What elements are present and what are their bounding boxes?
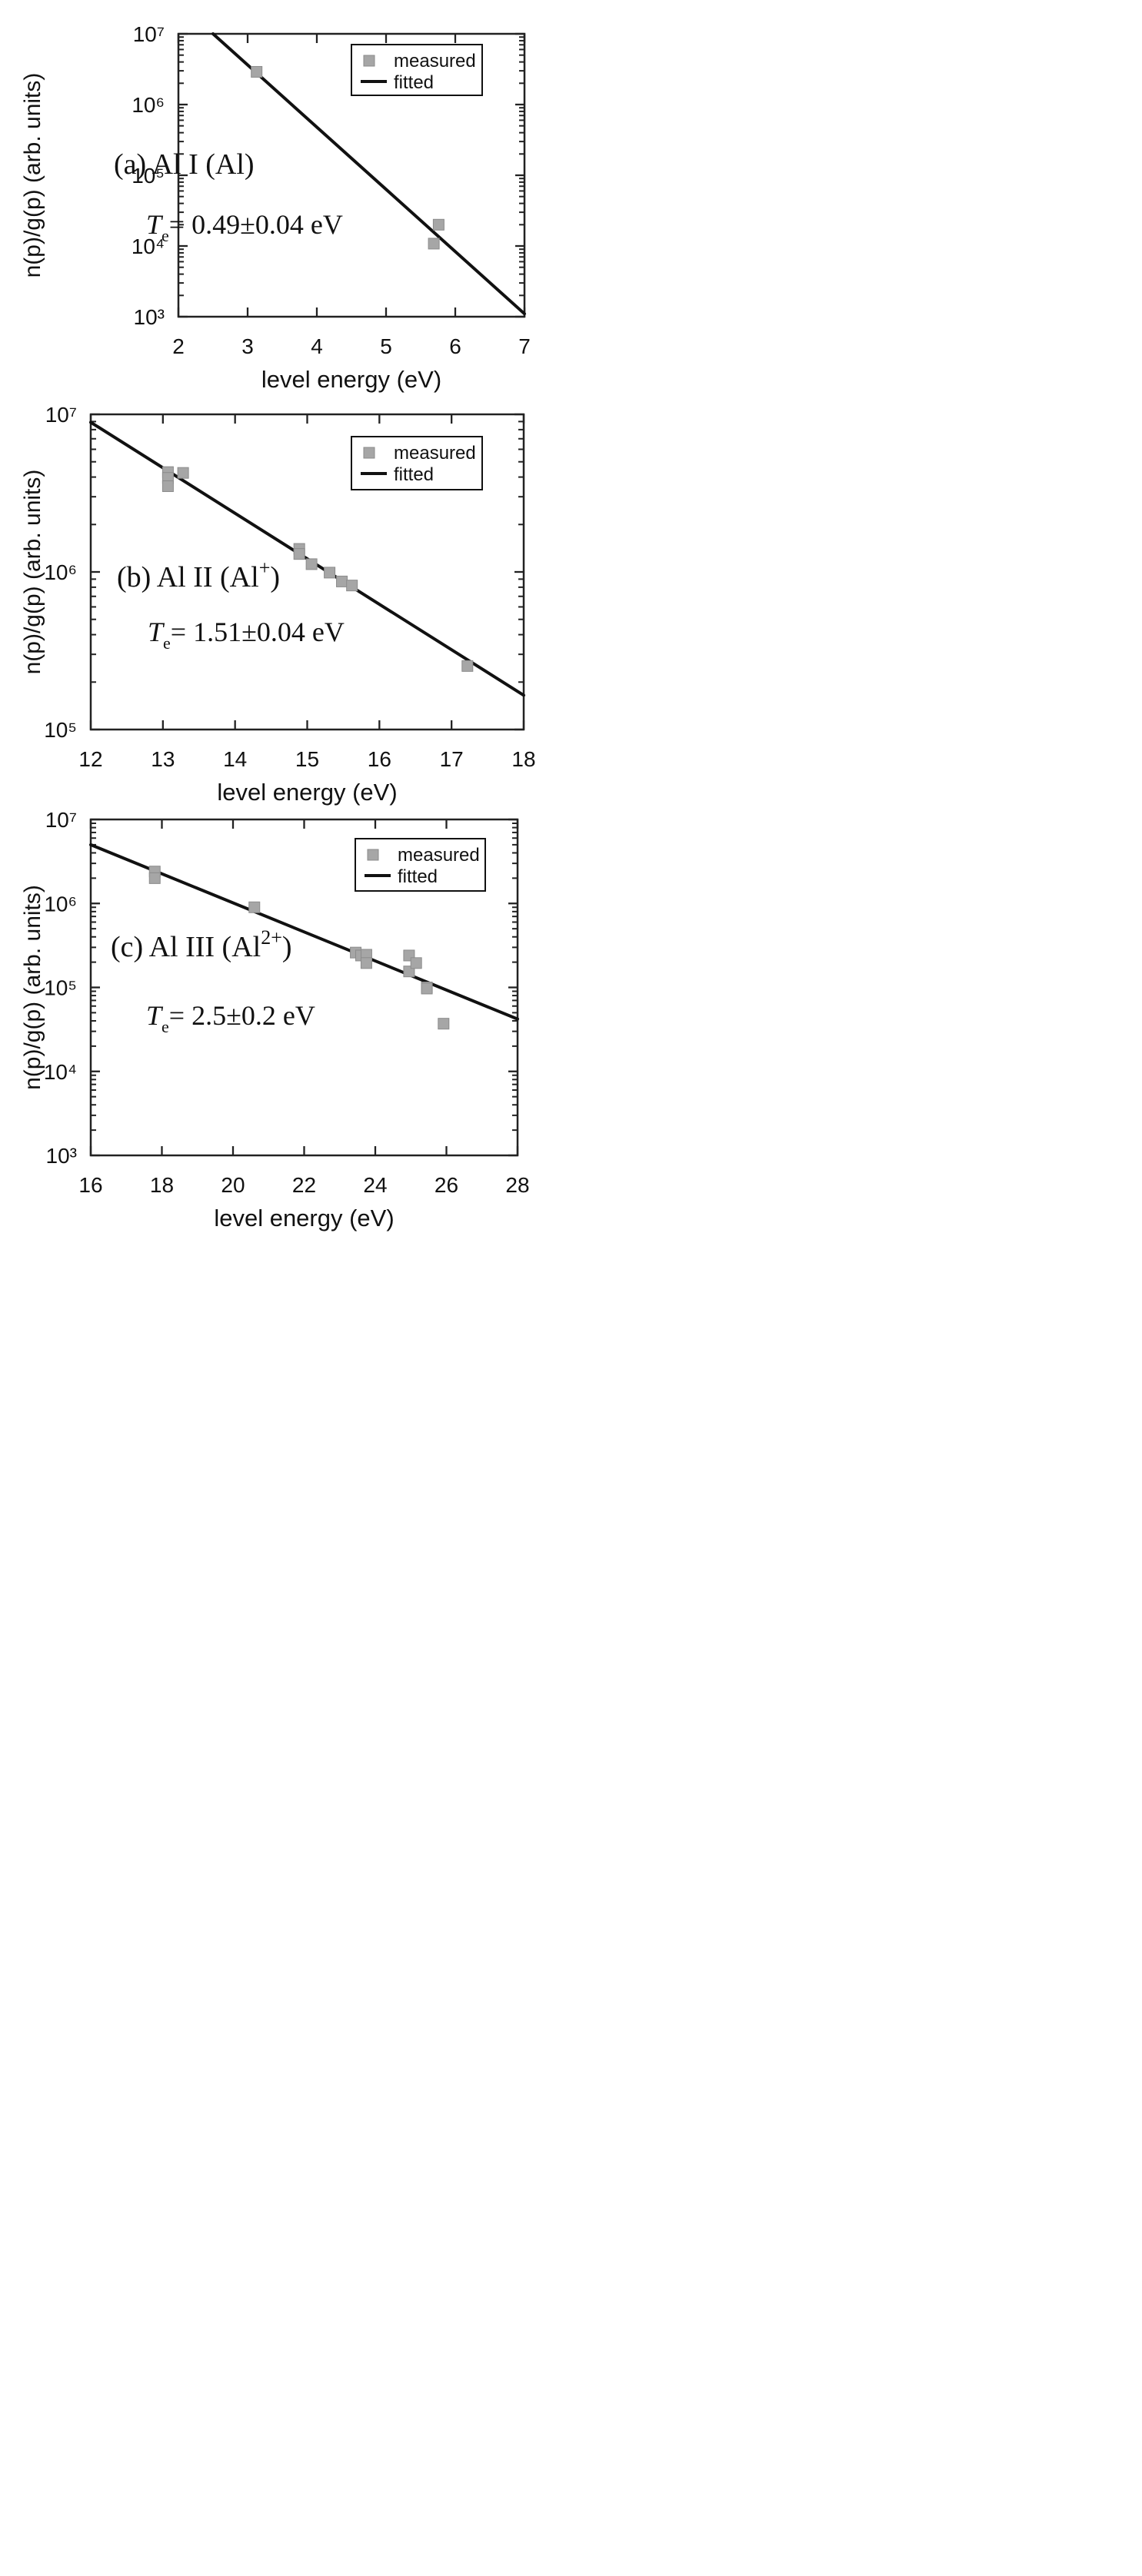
panel-1-x-tick-label-3: 5 bbox=[380, 334, 392, 358]
panel-1-legend-box bbox=[351, 44, 483, 96]
panel-3-measured-point-2 bbox=[248, 901, 261, 913]
panel-2-species-label-superscript: + bbox=[259, 557, 271, 579]
panel-2-x-axis-label: level energy (eV) bbox=[217, 779, 397, 806]
panel-2-x-tick-label-0: 12 bbox=[78, 747, 102, 771]
panel-3-x-tick-label-6: 28 bbox=[505, 1173, 529, 1197]
panel-1-y-tick-label-1: 10⁴ bbox=[132, 234, 165, 258]
panel-3-y-tick-label-0: 10³ bbox=[46, 1144, 77, 1168]
panel-2-legend-label-measured: measured bbox=[394, 443, 476, 464]
panel-3-measured-point-11 bbox=[421, 982, 433, 995]
panel-3-x-tick-label-0: 16 bbox=[78, 1173, 102, 1197]
panel-3-temperature-symbol: T bbox=[146, 1000, 164, 1031]
panel-2-species-label-main: (b) Al II (Al bbox=[117, 561, 259, 593]
panel-3-measured-point-6 bbox=[360, 957, 372, 969]
panel-2-measured-point-2 bbox=[161, 480, 174, 492]
panel-3-x-tick-label-2: 20 bbox=[221, 1173, 245, 1197]
panel-3-legend-box bbox=[355, 838, 486, 892]
panel-2-x-tick-label-6: 18 bbox=[511, 747, 535, 771]
panel-1-species-label: (a) Al I (Al) bbox=[114, 148, 255, 181]
panel-2-y-tick-label-1: 10⁶ bbox=[44, 560, 77, 584]
panel-3-legend-label-measured: measured bbox=[398, 845, 480, 866]
panel-2-measured-point-9 bbox=[346, 580, 358, 592]
panel-3-y-axis-label: n(p)/g(p) (arb. units) bbox=[20, 885, 45, 1090]
panel-1-measured-point-2 bbox=[432, 218, 444, 231]
panel-3: 10³ 10⁴ 10⁵ 10⁶ 10⁷ 16 18 20 22 24 26 28 level energ… bbox=[20, 808, 530, 1231]
panel-2-x-tick-label-2: 14 bbox=[223, 747, 247, 771]
panel-2-species-label-suffix: ) bbox=[270, 561, 280, 593]
panel-2-measured-point-7 bbox=[324, 567, 336, 579]
panel-2-legend-label-fitted: fitted bbox=[394, 464, 434, 485]
panel-3-measured-point-9 bbox=[410, 957, 422, 969]
panel-3-fitted-line bbox=[89, 843, 519, 1021]
panel-1-y-tick-label-0: 10³ bbox=[134, 305, 165, 329]
panel-1-measured-point-1 bbox=[428, 238, 440, 250]
panel-3-legend-marker-measured bbox=[367, 849, 379, 861]
panel-3-x-tick-label-4: 24 bbox=[363, 1173, 387, 1197]
panel-1-legend-label-measured: measured bbox=[394, 51, 476, 71]
panel-2-measured-point-8 bbox=[336, 575, 348, 587]
panel-2-x-tick-label-3: 15 bbox=[295, 747, 319, 771]
panel-2: 10⁵ 10⁶ 10⁷ 12 13 14 15 16 17 18 level energy (eV)… bbox=[20, 403, 536, 806]
panel-1-temperature-subscript: e bbox=[161, 226, 169, 245]
panel-1-x-tick-label-4: 6 bbox=[449, 334, 461, 358]
panel-1-x-tick-label-1: 3 bbox=[241, 334, 254, 358]
panel-2-temperature-label: Te= 1.51±0.04 eV bbox=[148, 617, 345, 653]
panel-3-temperature-subscript: e bbox=[161, 1017, 169, 1036]
panel-1-x-tick-label-5: 7 bbox=[518, 334, 531, 358]
panel-3-y-tick-label-2: 10⁵ bbox=[44, 976, 77, 1000]
panel-2-legend-marker-measured bbox=[363, 447, 375, 459]
panel-2-y-tick-label-2: 10⁷ bbox=[45, 403, 77, 427]
panel-3-measured-point-12 bbox=[438, 1018, 450, 1030]
panel-3-temperature-value: = 2.5±0.2 eV bbox=[169, 1000, 315, 1031]
panel-1-x-axis-label: level energy (eV) bbox=[261, 366, 441, 393]
panel-1-temperature-value: = 0.49±0.04 eV bbox=[169, 209, 343, 240]
panel-3-x-tick-label-3: 22 bbox=[292, 1173, 316, 1197]
panel-3-species-label-suffix: ) bbox=[282, 931, 292, 963]
panel-3-y-tick-label-4: 10⁷ bbox=[45, 808, 77, 832]
panel-1-legend-marker-measured bbox=[363, 55, 375, 67]
panel-1-y-tick-label-2: 10⁵ bbox=[132, 164, 165, 188]
panel-2-x-tick-label-5: 17 bbox=[440, 747, 464, 771]
panel-3-y-tick-label-1: 10⁴ bbox=[44, 1060, 77, 1084]
panel-3-temperature-label: Te= 2.5±0.2 eV bbox=[146, 1000, 315, 1036]
panel-3-x-tick-label-5: 26 bbox=[434, 1173, 458, 1197]
panel-1-y-tick-label-4: 10⁷ bbox=[133, 22, 165, 46]
panel-2-y-tick-label-0: 10⁵ bbox=[44, 718, 77, 742]
panel-2-x-tick-label-4: 16 bbox=[368, 747, 391, 771]
panel-2-y-axis-label: n(p)/g(p) (arb. units) bbox=[20, 470, 45, 675]
panel-1: 10³ 10⁴ 10⁵ 10⁶ 10⁷ 2 3 4 5 6 7 level energy (eV) n(… bbox=[20, 22, 531, 393]
panel-3-species-label: (c) Al III (Al2+) bbox=[111, 926, 292, 963]
panel-2-temperature-value: = 1.51±0.04 eV bbox=[171, 617, 345, 647]
panel-3-species-label-main: (c) Al III (Al bbox=[111, 931, 261, 963]
panel-3-measured-point-1 bbox=[148, 872, 161, 884]
panel-2-measured-point-6 bbox=[305, 558, 318, 570]
panel-2-x-tick-label-1: 13 bbox=[151, 747, 175, 771]
panel-2-measured-point-10 bbox=[461, 660, 474, 672]
panel-3-legend-label-fitted: fitted bbox=[398, 866, 438, 887]
panel-3-x-tick-label-1: 18 bbox=[150, 1173, 174, 1197]
panel-1-species-label-main: (a) Al I (Al) bbox=[114, 148, 255, 181]
panel-1-legend-label-fitted: fitted bbox=[394, 72, 434, 93]
panel-2-temperature-symbol: T bbox=[148, 617, 165, 647]
panel-1-measured-point-0 bbox=[251, 65, 263, 78]
panel-1-x-tick-label-2: 4 bbox=[311, 334, 323, 358]
panel-2-species-label: (b) Al II (Al+) bbox=[117, 557, 280, 593]
panel-1-y-tick-label-3: 10⁶ bbox=[132, 93, 165, 117]
panel-3-x-axis-label: level energy (eV) bbox=[214, 1205, 394, 1231]
panel-2-legend-box bbox=[351, 436, 483, 490]
panel-1-x-tick-label-0: 2 bbox=[172, 334, 185, 358]
panel-3-species-label-superscript: 2+ bbox=[261, 926, 282, 949]
panel-1-temperature-symbol: T bbox=[146, 209, 164, 240]
panel-2-temperature-subscript: e bbox=[163, 633, 171, 653]
panel-2-measured-point-5 bbox=[293, 548, 305, 560]
panel-2-measured-point-3 bbox=[177, 467, 189, 479]
panel-1-y-axis-label: n(p)/g(p) (arb. units) bbox=[20, 73, 45, 278]
panel-1-temperature-label: Te= 0.49±0.04 eV bbox=[146, 209, 343, 245]
panel-3-y-tick-label-3: 10⁶ bbox=[44, 892, 77, 916]
panel-1-fitted-line bbox=[211, 32, 526, 316]
